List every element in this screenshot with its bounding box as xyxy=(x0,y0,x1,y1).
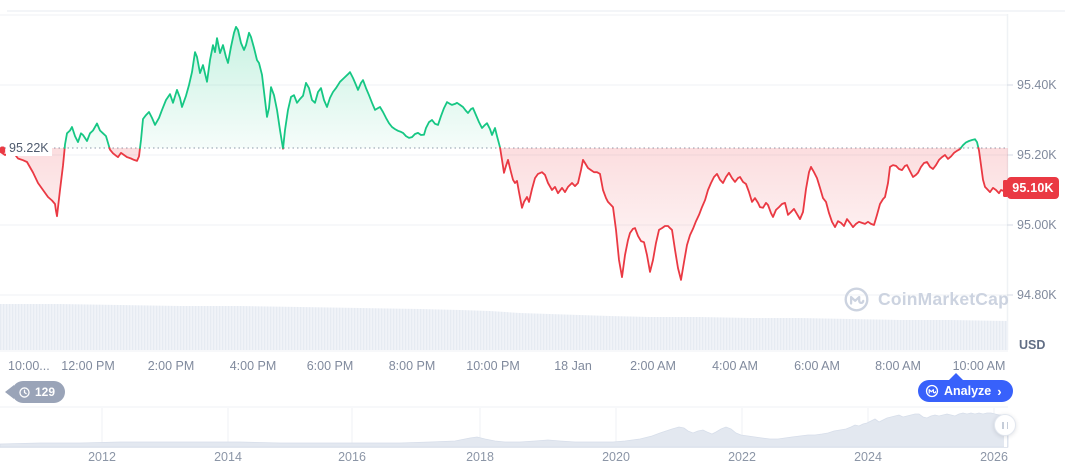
price-area-fill xyxy=(64,123,110,148)
price-line-segment[interactable] xyxy=(282,71,501,149)
year-label: 2012 xyxy=(88,450,116,464)
x-axis-tick-label: 6:00 PM xyxy=(306,359,354,373)
year-label: 2018 xyxy=(466,450,494,464)
coinmarketcap-watermark-text: CoinMarketCap xyxy=(878,289,1009,309)
year-label: 2014 xyxy=(214,450,242,464)
current-price-tick xyxy=(1003,180,1008,197)
y-axis-tick-label: 94.80K xyxy=(1017,288,1057,302)
line-start-tick xyxy=(0,146,5,154)
y-axis-tick-label: 95.20K xyxy=(1017,148,1057,162)
chevron-right-icon: › xyxy=(997,383,1002,399)
x-axis-tick-label: 10:00 AM xyxy=(952,359,1006,373)
baseline-price-label: 95.22K xyxy=(6,141,52,156)
year-label: 2022 xyxy=(728,450,756,464)
price-line-segment[interactable] xyxy=(959,138,980,149)
x-axis-tick-label: 18 Jan xyxy=(554,359,592,373)
x-axis-tick-label: 8:00 PM xyxy=(388,359,436,373)
price-area-fill xyxy=(960,139,979,148)
analyze-pointer-arrow xyxy=(948,373,964,381)
price-area-fill xyxy=(500,148,961,280)
price-line-segment[interactable] xyxy=(499,147,962,281)
price-area-fill xyxy=(0,148,65,217)
x-axis-tick-label: 12:00 PM xyxy=(61,359,115,373)
x-axis-tick-label: 4:00 AM xyxy=(712,359,758,373)
price-line-segment[interactable] xyxy=(108,147,141,162)
y-axis-tick-label: 95.00K xyxy=(1017,218,1057,232)
price-area-fill xyxy=(978,148,1008,194)
history-count-badge[interactable]: 129 xyxy=(12,381,66,403)
handle-grip-bar xyxy=(1001,421,1004,429)
coinmarketcap-watermark-icon xyxy=(843,286,870,313)
x-axis-tick-label: 2:00 PM xyxy=(147,359,195,373)
year-label: 2016 xyxy=(338,450,366,464)
handle-grip-bar xyxy=(1006,421,1009,429)
history-count: 129 xyxy=(35,385,56,399)
range-slider-area[interactable] xyxy=(0,412,1009,448)
analyze-button[interactable]: Analyze › xyxy=(918,380,1013,402)
year-label: 2026 xyxy=(980,450,1008,464)
year-label: 2020 xyxy=(602,450,630,464)
x-axis-tick-label: 6:00 AM xyxy=(794,359,840,373)
x-axis-tick-label: 10:00... xyxy=(8,359,50,373)
price-line-segment[interactable] xyxy=(63,122,111,149)
analyze-label: Analyze xyxy=(944,384,992,398)
coinmarketcap-logo-icon xyxy=(925,384,939,398)
year-label: 2024 xyxy=(854,450,882,464)
y-axis-tick-label: 95.40K xyxy=(1017,78,1057,92)
x-axis-tick-label: 2:00 AM xyxy=(630,359,676,373)
y-axis-unit: USD xyxy=(1019,338,1046,352)
x-axis-tick-label: 4:00 PM xyxy=(229,359,277,373)
current-price-badge: 95.10K xyxy=(1007,177,1059,199)
price-area-fill xyxy=(283,72,501,148)
x-axis-tick-label: 8:00 AM xyxy=(875,359,921,373)
coinmarketcap-watermark: CoinMarketCap xyxy=(843,286,1009,313)
volume-band xyxy=(0,304,1008,350)
price-line-segment[interactable] xyxy=(139,26,284,149)
x-axis-tick-label: 10:00 PM xyxy=(466,359,520,373)
price-area-fill xyxy=(140,26,283,148)
history-clock-icon xyxy=(18,386,31,399)
range-slider-handle[interactable] xyxy=(994,414,1016,436)
